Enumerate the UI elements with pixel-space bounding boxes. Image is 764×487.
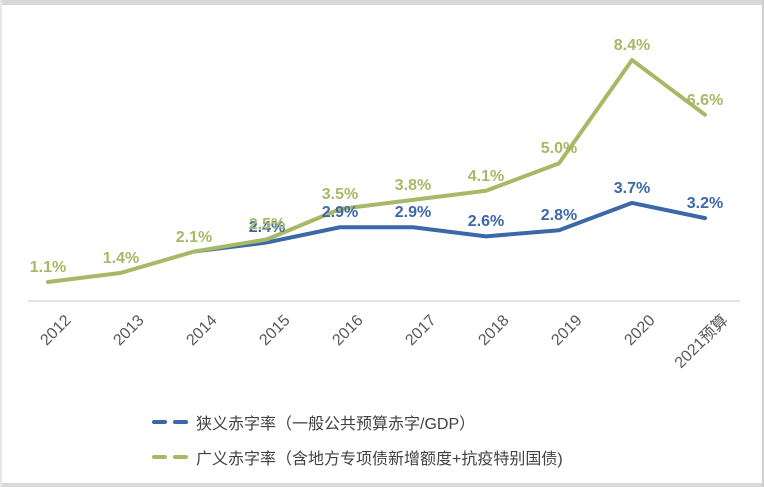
data-label: 3.7% (613, 179, 651, 197)
data-label: 6.6% (686, 91, 724, 109)
data-label: 2.8% (540, 207, 578, 225)
data-label: 2.9% (321, 204, 359, 222)
legend-item-narrow-deficit: 狭义赤字率（一般公共预算赤字/GDP） (152, 411, 563, 433)
legend-label-broad-deficit: 广义赤字率（含地方专项债新增额度+抗疫特别国债) (196, 451, 563, 468)
legend-dash-icon (173, 455, 188, 459)
data-label: 2.5% (248, 216, 286, 234)
data-label: 1.4% (102, 249, 140, 267)
data-label: 2.6% (467, 213, 505, 231)
data-label: 5.0% (540, 140, 578, 158)
legend-dash-icon (152, 420, 167, 424)
data-label: 8.4% (613, 37, 651, 55)
data-label: 2.1% (175, 228, 213, 246)
frame-bottom-edge (0, 483, 764, 487)
data-label: 3.8% (394, 176, 432, 194)
data-label: 2.9% (394, 204, 432, 222)
data-label: 1.1% (29, 258, 67, 276)
legend-item-broad-deficit: 广义赤字率（含地方专项债新增额度+抗疫特别国债) (152, 446, 563, 468)
series-line-0 (192, 200, 707, 254)
legend: 狭义赤字率（一般公共预算赤字/GDP） 广义赤字率（含地方专项债新增额度+抗疫特… (152, 411, 563, 468)
data-label: 3.2% (686, 195, 724, 213)
frame-right-edge (762, 0, 764, 487)
data-label: 3.5% (321, 186, 359, 203)
data-label: 4.1% (467, 167, 505, 185)
series-line-1 (46, 58, 707, 284)
frame-top-edge (0, 0, 764, 5)
data-label: 2.4% (248, 219, 286, 237)
legend-label-narrow-deficit: 狭义赤字率（一般公共预算赤字/GDP） (196, 416, 476, 433)
legend-dash-icon (173, 420, 188, 424)
legend-dash-icon (152, 455, 167, 459)
frame-left-edge (0, 0, 2, 487)
